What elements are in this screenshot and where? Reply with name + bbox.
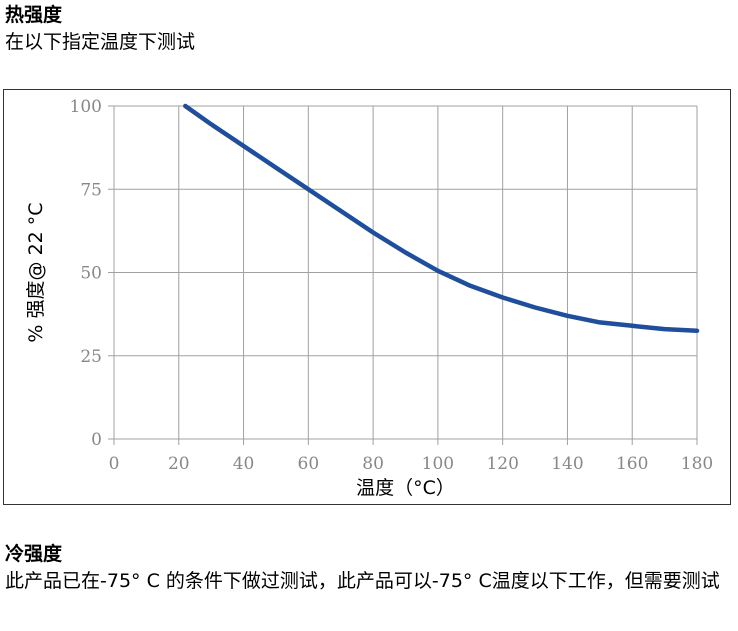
x-tick-label: 80 (362, 454, 384, 474)
y-tick-label: 75 (80, 180, 102, 200)
x-tick-label: 160 (616, 454, 648, 474)
x-tick-label: 40 (233, 454, 255, 474)
x-tick-label: 0 (109, 454, 120, 474)
x-tick-label: 120 (486, 454, 518, 474)
y-tick-label: 0 (91, 430, 102, 450)
hot-strength-subtitle: 在以下指定温度下测试 (5, 31, 196, 53)
chart-frame: 0 20 40 60 80 100 120 140 160 180 0 25 50 75 100 温度（°C… (3, 89, 731, 505)
x-tick-label: 100 (422, 454, 454, 474)
x-tick-label: 140 (551, 454, 583, 474)
x-tick-label: 20 (168, 454, 190, 474)
x-axis-title: 温度（°C） (356, 477, 455, 499)
strength-curve (183, 103, 700, 334)
grid-lines (108, 105, 698, 445)
cold-strength-text: 此产品已在-75° C 的条件下做过测试，此产品可以-75° C温度以下工作，但… (5, 570, 720, 592)
y-tick-label: 100 (70, 97, 102, 117)
hot-strength-title: 热强度 (5, 4, 63, 26)
y-axis-title: % 强度@ 22 °C (25, 202, 47, 342)
x-tick-label: 180 (681, 454, 713, 474)
x-tick-label: 60 (298, 454, 320, 474)
cold-strength-title: 冷强度 (5, 543, 63, 565)
series-layer (183, 103, 700, 334)
y-tick-label: 25 (80, 347, 102, 367)
hot-strength-chart: 0 20 40 60 80 100 120 140 160 180 0 25 50 75 100 温度（°C… (25, 97, 714, 499)
tick-labels: 0 20 40 60 80 100 120 140 160 180 0 25 50 75 100 (70, 97, 714, 474)
y-tick-label: 50 (80, 264, 102, 284)
